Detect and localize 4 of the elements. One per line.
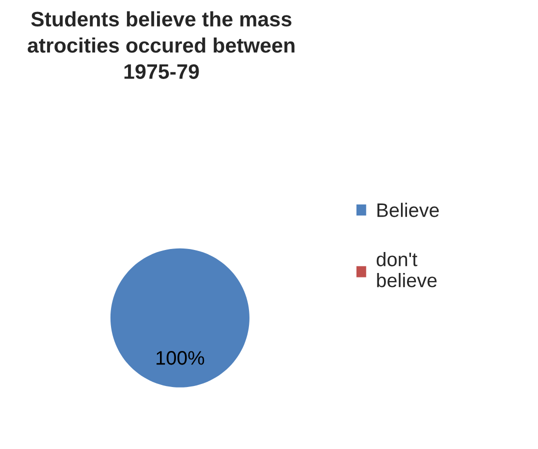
chart-title: Students believe the mass atrocities occured between 1975-79 bbox=[28, 11, 294, 79]
legend-label: Believe bbox=[377, 202, 439, 218]
legend-label: don't believe bbox=[376, 252, 437, 288]
data-label: 100% bbox=[156, 351, 204, 365]
